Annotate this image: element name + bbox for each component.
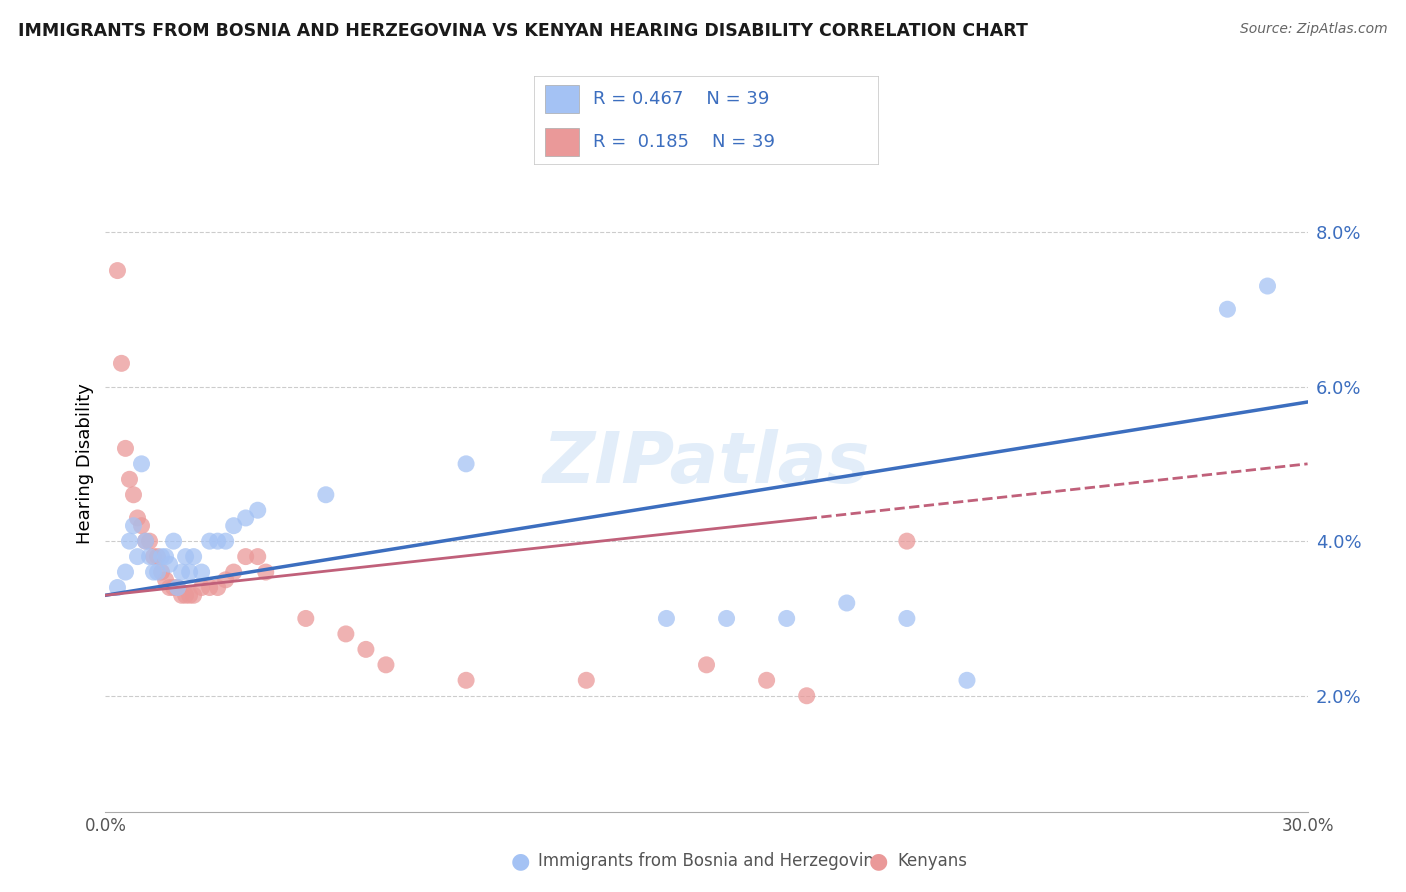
FancyBboxPatch shape (534, 76, 879, 165)
Point (166, 581, 188, 595)
Point (1257, 279, 1279, 293)
Point (246, 549, 269, 564)
Point (166, 581, 188, 595)
Point (896, 611, 918, 625)
Point (295, 611, 318, 625)
Point (170, 588, 193, 602)
Point (454, 673, 477, 688)
Point (179, 588, 201, 602)
Point (114, 565, 136, 579)
Text: ●: ● (510, 851, 530, 871)
Point (354, 642, 377, 657)
Point (179, 565, 201, 579)
Point (118, 534, 141, 549)
Text: IMMIGRANTS FROM BOSNIA AND HERZEGOVINA VS KENYAN HEARING DISABILITY CORRELATION : IMMIGRANTS FROM BOSNIA AND HERZEGOVINA V… (18, 22, 1028, 40)
Point (222, 518, 245, 533)
Point (155, 573, 177, 587)
Point (146, 549, 169, 564)
Point (118, 472, 141, 486)
Point (159, 581, 181, 595)
Point (159, 558, 181, 572)
Point (127, 511, 149, 525)
Point (222, 565, 245, 579)
Text: ZIPatlas: ZIPatlas (543, 429, 870, 499)
Point (138, 534, 160, 549)
Point (150, 549, 173, 564)
Point (835, 596, 858, 610)
Point (374, 657, 398, 672)
Point (315, 488, 337, 502)
Point (122, 518, 145, 533)
Point (110, 356, 132, 370)
Point (214, 534, 236, 549)
Point (755, 673, 778, 688)
Point (246, 503, 269, 517)
Point (162, 534, 184, 549)
Point (135, 534, 157, 549)
Point (214, 573, 236, 587)
Point (575, 673, 598, 688)
Point (198, 581, 221, 595)
Point (454, 457, 477, 471)
Point (207, 581, 229, 595)
Text: Source: ZipAtlas.com: Source: ZipAtlas.com (1240, 22, 1388, 37)
Point (135, 534, 157, 549)
Point (150, 565, 173, 579)
Point (235, 549, 257, 564)
Text: R = 0.467    N = 39: R = 0.467 N = 39 (593, 90, 769, 108)
Point (170, 565, 193, 579)
Point (155, 549, 177, 564)
Point (190, 565, 212, 579)
Y-axis label: Hearing Disability: Hearing Disability (76, 384, 94, 544)
Point (655, 611, 678, 625)
Point (183, 549, 205, 564)
Point (1216, 302, 1239, 317)
Point (142, 549, 165, 564)
Point (207, 534, 229, 549)
Point (696, 657, 718, 672)
FancyBboxPatch shape (544, 85, 579, 113)
Point (183, 588, 205, 602)
Point (956, 673, 979, 688)
Text: R =  0.185    N = 39: R = 0.185 N = 39 (593, 133, 775, 151)
Point (190, 581, 212, 595)
Point (254, 565, 277, 579)
Text: ●: ● (869, 851, 889, 871)
Point (174, 588, 197, 602)
Point (122, 488, 145, 502)
Point (107, 263, 129, 277)
Point (107, 581, 129, 595)
Point (142, 565, 165, 579)
Point (127, 549, 149, 564)
Point (776, 611, 799, 625)
Point (716, 611, 738, 625)
Point (162, 581, 184, 595)
Point (896, 534, 918, 549)
Point (335, 627, 357, 641)
Point (138, 549, 160, 564)
FancyBboxPatch shape (544, 128, 579, 156)
Point (235, 511, 257, 525)
Point (198, 534, 221, 549)
Point (131, 518, 153, 533)
Point (796, 689, 818, 703)
Point (174, 549, 197, 564)
Point (131, 457, 153, 471)
Point (114, 442, 136, 456)
Text: Kenyans: Kenyans (897, 852, 967, 870)
Text: Immigrants from Bosnia and Herzegovina: Immigrants from Bosnia and Herzegovina (538, 852, 884, 870)
Point (146, 565, 169, 579)
